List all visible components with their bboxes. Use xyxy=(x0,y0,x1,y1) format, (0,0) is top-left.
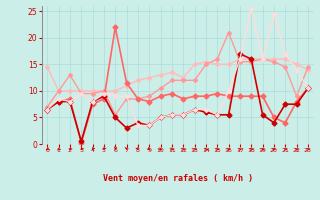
Text: Vent moyen/en rafales ( km/h ): Vent moyen/en rafales ( km/h ) xyxy=(103,174,252,183)
